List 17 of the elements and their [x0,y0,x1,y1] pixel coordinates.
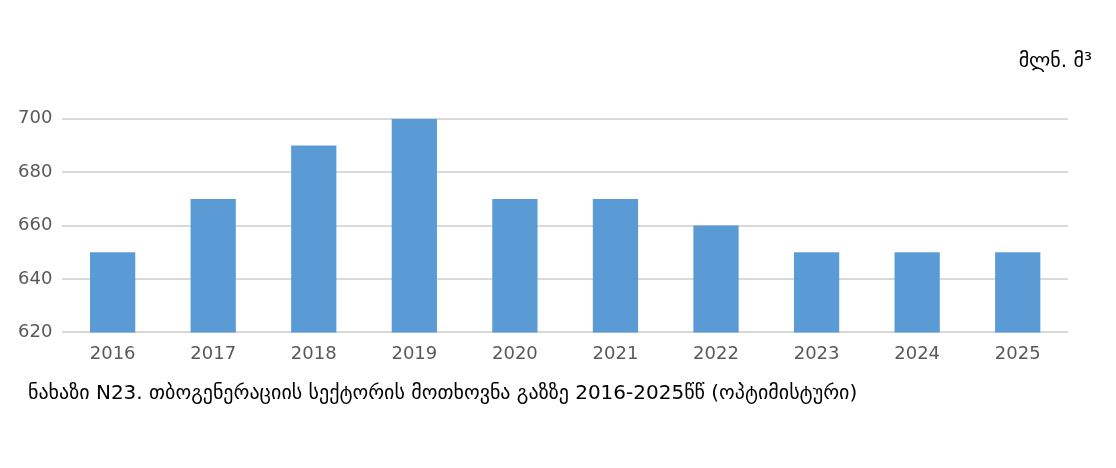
x-tick-label: 2022 [693,341,739,363]
y-tick-label: 680 [18,159,53,181]
y-tick-label: 660 [18,213,53,235]
x-tick-label: 2017 [190,341,237,363]
y-tick-label: 700 [18,106,53,128]
x-tick-label: 2020 [491,341,538,363]
text: ნახაზი N23. თბოგენერაციის სექტორის მოთხოვნა გაზზე 2016-2025წწ (ოპტიმისტური) [27,379,859,406]
y-axis-title: მლნ. მ³ [1017,47,1093,74]
x-tick-label: 2019 [391,341,438,363]
x-tick-label: 2018 [290,341,337,363]
x-tick-label: 2023 [793,341,840,363]
x-tick-label: 2016 [89,341,136,363]
x-tick-label: 2021 [592,341,639,363]
y-tick-label: 640 [18,266,53,288]
y-tick-label: 620 [18,320,53,342]
x-tick-label: 2025 [994,341,1041,363]
x-tick-label: 2024 [894,341,941,363]
